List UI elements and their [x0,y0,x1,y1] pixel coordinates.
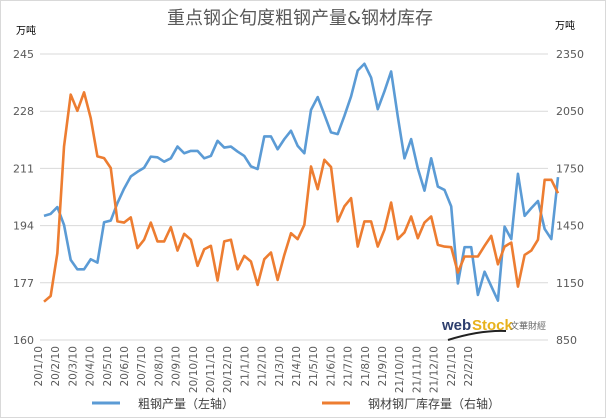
x-axis-tick-label: 20/6/10 [119,346,131,386]
x-axis-tick-label: 20/7/10 [136,346,148,386]
right-axis-tick-label: 2050 [556,105,584,118]
x-axis-tick-label: 21/3/10 [274,346,286,386]
x-axis-tick-label: 21/5/10 [308,346,320,386]
right-axis-tick-label: 1750 [556,162,584,175]
x-axis-tick-label: 20/9/10 [171,346,183,386]
legend: 粗钢产量（左轴） 钢材钢厂库存量（右轴） [92,396,500,411]
left-axis-tick-label: 194 [13,220,34,233]
crude-steel-output-line [43,62,560,302]
x-axis-tick-label: 22/2/10 [463,346,475,386]
x-axis-tick-label: 21/4/10 [291,346,303,386]
x-axis-tick-label: 21/6/10 [325,346,337,386]
steel-inventory-line [43,91,560,303]
right-axis-tick-label: 850 [556,334,577,347]
left-axis-tick-label: 177 [13,277,34,290]
right-axis-tick-label: 1150 [556,277,584,290]
x-axis-tick-label: 21/10/10 [394,346,406,393]
x-axis-tick-label: 20/4/10 [85,346,97,386]
x-axis-tick-label: 20/5/10 [102,346,114,386]
x-axis-tick-label: 20/8/10 [153,346,165,386]
x-axis-tick-label: 20/10/10 [188,346,200,393]
right-axis-tick-label: 2350 [556,48,584,61]
x-axis-tick-label: 21/12/10 [429,346,441,393]
left-axis-tick-label: 228 [13,105,34,118]
right-axis-tick-label: 1450 [556,220,584,233]
chart-title: 重点钢企旬度粗钢产量&钢材库存 [167,8,433,29]
x-axis-tick-label: 21/1/10 [239,346,251,386]
right-axis-unit: 万吨 [555,19,575,32]
legend-label-inventory: 钢材钢厂库存量（右轴） [368,396,500,411]
left-axis-tick-label: 211 [13,162,34,175]
x-axis-tick-label: 20/2/10 [50,346,62,386]
x-axis-tick-label: 21/11/10 [411,346,423,393]
left-axis-unit: 万吨 [16,24,36,37]
x-axis-tick-label: 20/1/10 [33,346,45,386]
left-axis-tick-label: 160 [13,334,34,347]
svg-text:文華財經: 文華財經 [510,320,546,332]
svg-text:Stock: Stock [472,317,514,334]
webstock-watermark-logo: web Stock 文華財經 [441,317,546,341]
x-axis-tick-label: 20/12/10 [222,346,234,393]
x-axis-tick-label: 21/9/10 [377,346,389,386]
x-axis-tick-label: 22/1/10 [446,346,458,386]
x-axis-tick-label: 20/3/10 [67,346,79,386]
x-axis-tick-label: 21/7/10 [343,346,355,386]
x-axis-tick-label: 20/11/10 [205,346,217,393]
svg-text:web: web [441,317,471,334]
left-axis-tick-label: 245 [13,48,34,61]
x-axis-tick-label: 21/2/10 [257,346,269,386]
legend-label-crude-steel: 粗钢产量（左轴） [138,396,234,411]
x-axis-tick-label: 21/8/10 [360,346,372,386]
